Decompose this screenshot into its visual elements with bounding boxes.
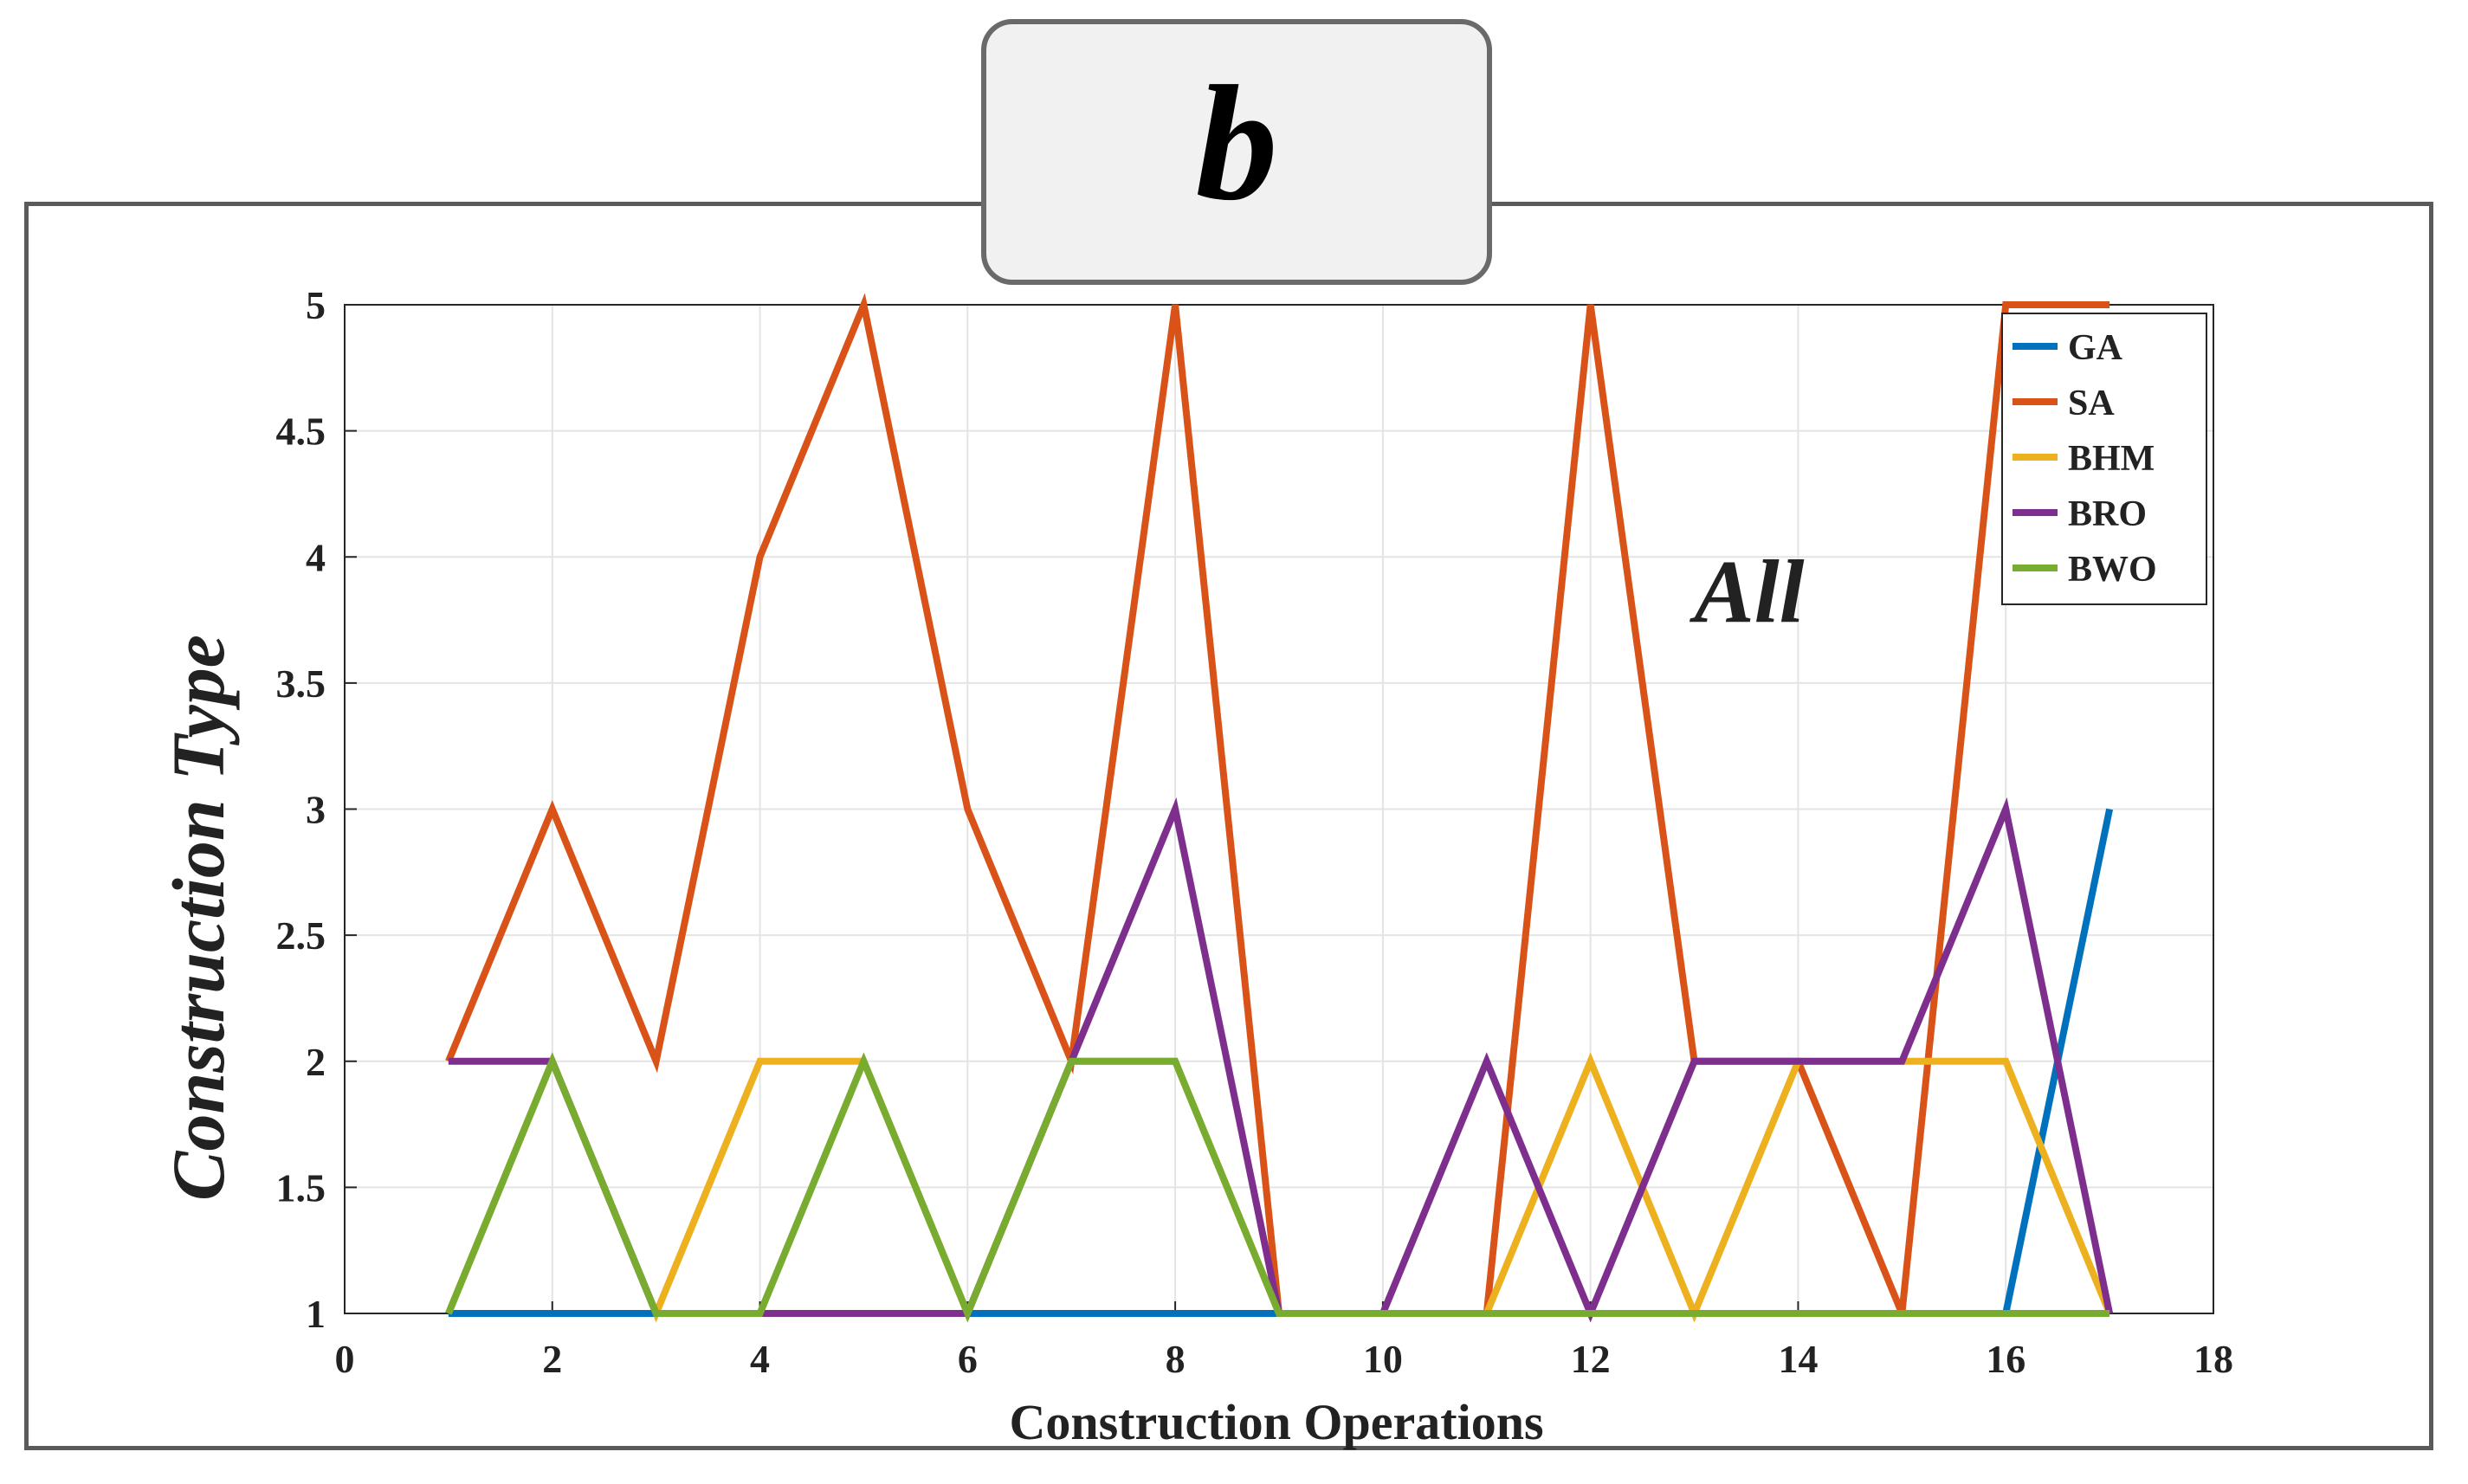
legend-label-sa: SA (2068, 384, 2115, 423)
y-tick-label: 1 (306, 1292, 326, 1336)
x-tick-label: 8 (1166, 1337, 1186, 1381)
y-tick-label: 1.5 (276, 1165, 326, 1210)
x-tick-label: 6 (958, 1337, 978, 1381)
series-line-bwo (445, 1052, 2110, 1323)
x-tick-label: 0 (335, 1337, 355, 1381)
series-lines (445, 293, 2114, 1323)
legend-label-ga: GA (2068, 328, 2123, 368)
y-tick-label: 4 (306, 535, 326, 579)
y-tick-label: 5 (306, 283, 326, 327)
panel-label: b (1195, 52, 1278, 235)
y-tick-label: 4.5 (276, 410, 326, 454)
legend-label-bwo: BWO (2068, 550, 2157, 590)
x-tick-label: 2 (542, 1337, 562, 1381)
x-axis-ticks: 0 2 4 6 8 10 12 14 16 18 (335, 1301, 2233, 1381)
y-tick-label: 3 (306, 788, 326, 832)
legend: GA SA BHM BRO BWO (2001, 313, 2207, 605)
x-tick-label: 4 (750, 1337, 770, 1381)
x-tick-label: 18 (2193, 1337, 2233, 1381)
legend-label-bhm: BHM (2068, 439, 2155, 479)
y-axis-ticks: 1 1.5 2 2.5 3 3.5 4 4.5 5 (276, 283, 357, 1336)
y-axis-label: Construction Type (157, 635, 240, 1201)
panel-label-tab: b (981, 19, 1492, 285)
y-tick-label: 2.5 (276, 913, 326, 958)
y-tick-label: 3.5 (276, 661, 326, 706)
x-tick-label: 14 (1778, 1337, 1818, 1381)
x-tick-label: 16 (1986, 1337, 2025, 1381)
y-tick-label: 2 (306, 1040, 326, 1084)
legend-label-bro: BRO (2068, 494, 2147, 534)
x-tick-label: 12 (1571, 1337, 1611, 1381)
x-axis-label: Construction Operations (1009, 1394, 1543, 1450)
x-tick-label: 10 (1363, 1337, 1403, 1381)
chart-annotation: All (1689, 542, 1804, 642)
